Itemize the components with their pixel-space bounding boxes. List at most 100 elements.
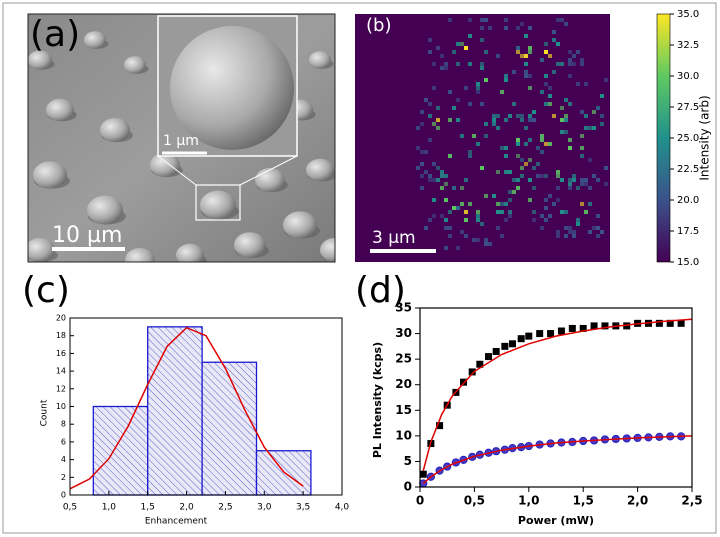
map-pixel: [576, 82, 580, 86]
data-point: [508, 340, 516, 348]
scale-label: 10 µm: [52, 223, 122, 248]
map-pixel: [492, 122, 496, 126]
map-pixel: [508, 198, 512, 202]
map-pixel: [536, 174, 540, 178]
map-pixel: [476, 82, 480, 86]
map-pixel: [460, 42, 464, 46]
map-pixel: [460, 134, 464, 138]
map-pixel: [484, 122, 488, 126]
map-pixel: [504, 170, 508, 174]
map-pixel: [516, 178, 520, 182]
map-pixel: [564, 22, 568, 26]
map-pixel: [560, 62, 564, 66]
map-pixel: [588, 126, 592, 130]
map-pixel: [544, 174, 548, 178]
map-pixel: [468, 150, 472, 154]
map-pixel: [580, 110, 584, 114]
map-pixel: [480, 18, 484, 22]
map-pixel: [572, 230, 576, 234]
map-pixel: [456, 206, 460, 210]
map-pixel: [532, 118, 536, 122]
map-pixel: [588, 158, 592, 162]
map-pixel: [544, 42, 548, 46]
y-tick-label: 15: [395, 403, 412, 417]
data-point: [517, 335, 525, 343]
y-tick-label: 8: [61, 420, 66, 429]
data-point: [468, 368, 476, 376]
map-pixel: [564, 234, 568, 238]
map-pixel: [496, 126, 500, 130]
map-pixel: [448, 18, 452, 22]
y-tick-label: 6: [61, 437, 66, 446]
map-pixel: [560, 210, 564, 214]
map-pixel: [504, 154, 508, 158]
map-pixel: [480, 222, 484, 226]
map-pixel: [480, 26, 484, 30]
tick-label: 25.0: [677, 133, 699, 144]
map-pixel: [528, 118, 532, 122]
map-pixel: [428, 138, 432, 142]
map-pixel: [556, 234, 560, 238]
map-pixel: [444, 66, 448, 70]
map-pixel: [568, 50, 572, 54]
map-pixel: [564, 114, 568, 118]
map-pixel: [476, 142, 480, 146]
dome: [28, 238, 55, 262]
map-pixel: [452, 186, 456, 190]
map-pixel: [548, 94, 552, 98]
map-pixel: [540, 134, 544, 138]
map-pixel: [488, 242, 492, 246]
map-pixel: [588, 202, 592, 206]
map-pixel: [536, 162, 540, 166]
colorbar-label: Intensity (arb): [698, 95, 712, 180]
map-pixel: [548, 142, 552, 146]
map-pixel: [504, 218, 508, 222]
map-pixel: [448, 154, 452, 158]
map-pixel: [416, 146, 420, 150]
map-pixel: [540, 138, 544, 142]
map-pixel: [420, 150, 424, 154]
tick-label: 15.0: [677, 257, 699, 268]
map-pixel: [568, 186, 572, 190]
map-pixel: [428, 218, 432, 222]
data-point: [485, 353, 493, 361]
map-pixel: [520, 174, 524, 178]
data-point: [623, 322, 631, 330]
map-pixel: [448, 234, 452, 238]
map-pixel: [432, 122, 436, 126]
x-tick-label: 1,0: [518, 494, 539, 508]
map-pixel: [544, 50, 548, 54]
x-tick-label: 4,0: [335, 503, 350, 513]
map-pixel: [556, 18, 560, 22]
map-pixel: [532, 218, 536, 222]
data-point: [492, 347, 500, 355]
inset-connector: [157, 155, 197, 186]
bar: [92, 405, 149, 496]
map-pixel: [580, 154, 584, 158]
x-tick-label: 3,0: [257, 503, 272, 513]
map-pixel: [428, 114, 432, 118]
data-point: [579, 324, 587, 332]
map-pixel: [564, 130, 568, 134]
map-pixel: [584, 82, 588, 86]
map-pixel: [428, 178, 432, 182]
map-pixel: [584, 178, 588, 182]
map-pixel: [444, 174, 448, 178]
panel-label: (c): [22, 270, 70, 311]
data-point: [655, 319, 663, 327]
tick-label: 20.0: [677, 195, 699, 206]
tick-label: 27.5: [677, 102, 699, 113]
map-pixel: [544, 102, 548, 106]
map-pixel: [496, 170, 500, 174]
scale-label: 3 µm: [372, 228, 416, 248]
map-pixel: [568, 230, 572, 234]
pl-map: [355, 14, 610, 262]
map-pixel: [500, 146, 504, 150]
dome: [176, 243, 204, 262]
x-axis-label: Power (mW): [518, 514, 594, 527]
map-pixel: [524, 70, 528, 74]
map-pixel: [492, 118, 496, 122]
y-axis-label: Count: [40, 399, 50, 426]
map-pixel: [512, 102, 516, 106]
map-pixel: [464, 86, 468, 90]
